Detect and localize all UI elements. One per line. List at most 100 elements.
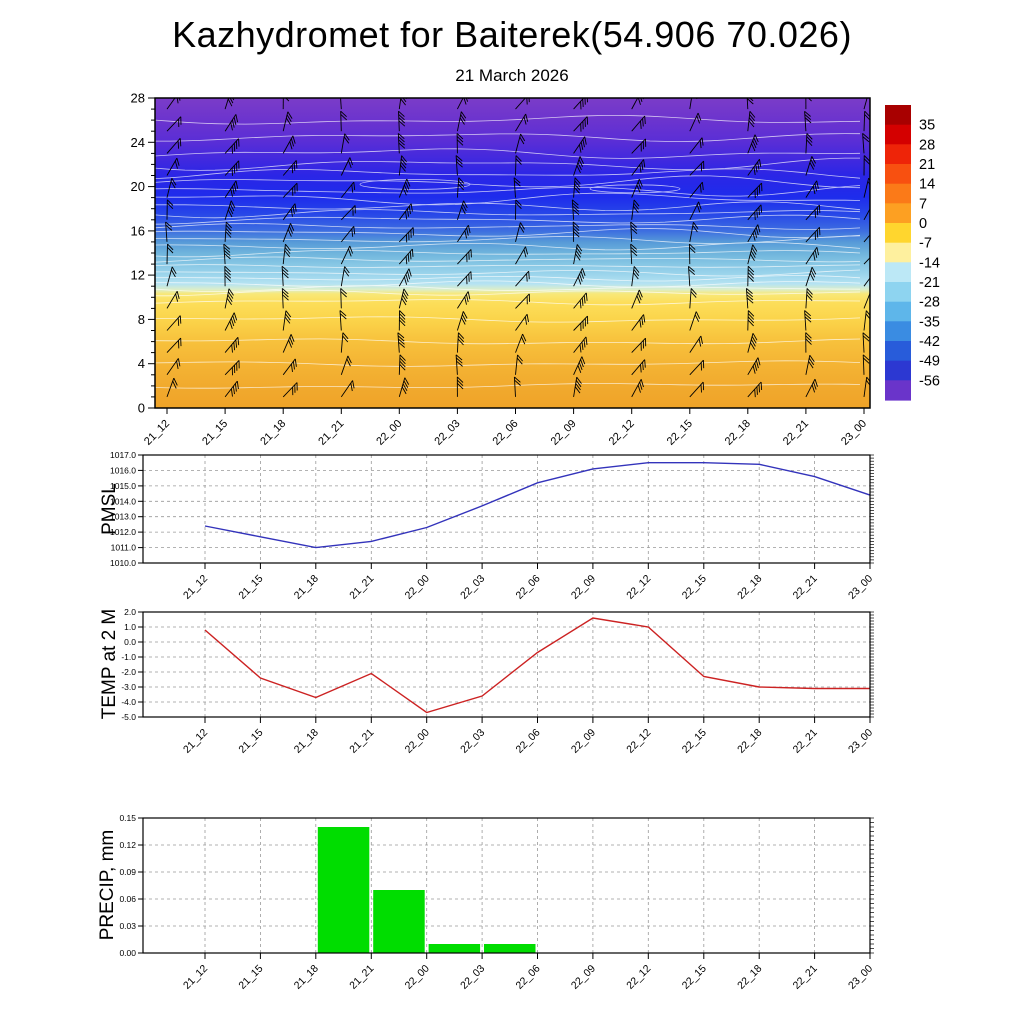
svg-text:1.0: 1.0 (124, 622, 136, 632)
upper-air-chart-svg: 0 4 8 12 16 20 24 28 21_12 21_15 21_18 21_21 22_00 22… (131, 91, 940, 448)
svg-text:22_15: 22_15 (680, 963, 709, 992)
svg-text:1016.0: 1016.0 (110, 465, 136, 475)
svg-text:-28: -28 (919, 295, 940, 311)
svg-text:-2.0: -2.0 (121, 667, 136, 677)
svg-text:16: 16 (131, 223, 145, 238)
svg-text:22_21: 22_21 (791, 963, 820, 992)
svg-text:0.12: 0.12 (119, 840, 136, 850)
svg-text:1017.0: 1017.0 (110, 450, 136, 460)
svg-text:1012.0: 1012.0 (110, 527, 136, 537)
svg-text:22_18: 22_18 (735, 573, 764, 602)
svg-text:0: 0 (919, 216, 927, 232)
svg-text:21_12: 21_12 (142, 418, 172, 448)
svg-text:22_18: 22_18 (723, 418, 753, 448)
svg-text:-4.0: -4.0 (121, 697, 136, 707)
svg-text:0.03: 0.03 (119, 921, 136, 931)
svg-text:21_18: 21_18 (292, 963, 321, 992)
svg-text:22_12: 22_12 (624, 727, 653, 756)
svg-text:22_00: 22_00 (403, 573, 432, 602)
svg-text:1011.0: 1011.0 (111, 543, 137, 553)
svg-text:23_00: 23_00 (846, 573, 875, 602)
svg-text:21_21: 21_21 (347, 727, 376, 756)
svg-text:-56: -56 (919, 373, 940, 389)
svg-text:20: 20 (131, 179, 145, 194)
svg-text:21_12: 21_12 (181, 963, 210, 992)
svg-text:0.09: 0.09 (119, 867, 136, 877)
svg-text:22_21: 22_21 (791, 573, 820, 602)
svg-text:-3.0: -3.0 (121, 682, 136, 692)
svg-text:22_06: 22_06 (513, 727, 542, 756)
svg-text:12: 12 (131, 268, 145, 283)
svg-text:28: 28 (131, 91, 145, 106)
svg-text:22_06: 22_06 (513, 963, 542, 992)
svg-text:0.15: 0.15 (119, 813, 136, 823)
svg-text:21_12: 21_12 (181, 727, 210, 756)
svg-text:22_06: 22_06 (491, 418, 521, 448)
pmsl-chart-svg: 1010.0 1011.0 1012.0 1013.0 1014.0 1015.0 1016… (110, 450, 875, 602)
upper-air-panel: 0 4 8 12 16 20 24 28 21_12 21_15 21_18 21_21 22_00 22… (130, 90, 1024, 475)
svg-text:8: 8 (138, 312, 145, 327)
svg-text:22_03: 22_03 (458, 573, 487, 602)
svg-text:22_21: 22_21 (791, 727, 820, 756)
svg-text:23_00: 23_00 (839, 418, 869, 448)
svg-text:22_00: 22_00 (403, 963, 432, 992)
svg-text:1014.0: 1014.0 (110, 496, 136, 506)
svg-text:22_00: 22_00 (374, 418, 404, 448)
temp-panel: -5.0 -4.0 -3.0 -2.0 -1.0 0.0 1.0 2.0 21_12 21_15 2… (60, 602, 910, 777)
svg-text:0.06: 0.06 (119, 894, 136, 904)
temp-chart-svg: -5.0 -4.0 -3.0 -2.0 -1.0 0.0 1.0 2.0 21_12 21_15 2… (121, 607, 875, 756)
svg-text:2.0: 2.0 (124, 607, 136, 617)
svg-text:21_21: 21_21 (347, 963, 376, 992)
svg-text:28: 28 (919, 137, 935, 153)
svg-text:24: 24 (131, 135, 145, 150)
svg-text:22_03: 22_03 (458, 727, 487, 756)
svg-text:-35: -35 (919, 314, 940, 330)
svg-text:22_09: 22_09 (569, 963, 598, 992)
svg-text:22_03: 22_03 (458, 963, 487, 992)
svg-text:23_00: 23_00 (846, 727, 875, 756)
svg-text:-14: -14 (919, 255, 940, 271)
svg-text:22_15: 22_15 (680, 727, 709, 756)
svg-text:22_15: 22_15 (665, 418, 695, 448)
svg-text:21_15: 21_15 (200, 418, 230, 448)
svg-text:0.0: 0.0 (124, 637, 136, 647)
svg-text:4: 4 (138, 356, 145, 371)
svg-text:22_09: 22_09 (569, 727, 598, 756)
svg-text:21: 21 (919, 157, 935, 173)
date-subtitle: 21 March 2026 (455, 66, 569, 85)
svg-text:22_18: 22_18 (735, 727, 764, 756)
svg-text:1015.0: 1015.0 (110, 481, 136, 491)
svg-text:22_21: 22_21 (781, 418, 811, 448)
svg-text:21_15: 21_15 (236, 727, 265, 756)
precip-panel: 0.00 0.03 0.06 0.09 0.12 0.15 21_12 21_15 21_18 2… (60, 808, 910, 1018)
svg-text:21_18: 21_18 (258, 418, 288, 448)
svg-text:7: 7 (919, 196, 927, 212)
svg-text:0: 0 (138, 401, 145, 416)
svg-text:-1.0: -1.0 (121, 652, 136, 662)
svg-text:22_03: 22_03 (432, 418, 462, 448)
svg-text:22_06: 22_06 (513, 573, 542, 602)
svg-text:22_18: 22_18 (735, 963, 764, 992)
svg-text:22_15: 22_15 (680, 573, 709, 602)
precip-chart-svg: 0.00 0.03 0.06 0.09 0.12 0.15 21_12 21_15 21_18 2… (119, 813, 875, 992)
svg-text:23_00: 23_00 (846, 963, 875, 992)
svg-text:22_09: 22_09 (569, 573, 598, 602)
svg-text:-7: -7 (919, 236, 932, 252)
svg-text:21_18: 21_18 (292, 727, 321, 756)
svg-text:21_15: 21_15 (236, 573, 265, 602)
svg-text:-49: -49 (919, 354, 940, 370)
svg-text:22_12: 22_12 (624, 963, 653, 992)
page-title: Kazhydromet for Baiterek(54.906 70.026) (172, 14, 852, 55)
svg-text:21_12: 21_12 (181, 573, 210, 602)
svg-text:0.00: 0.00 (119, 948, 136, 958)
pmsl-panel: 1010.0 1011.0 1012.0 1013.0 1014.0 1015.0 1016… (60, 445, 910, 620)
svg-text:21_18: 21_18 (292, 573, 321, 602)
svg-text:22_09: 22_09 (549, 418, 579, 448)
svg-text:21_21: 21_21 (347, 573, 376, 602)
svg-text:22_12: 22_12 (624, 573, 653, 602)
svg-text:14: 14 (919, 177, 935, 193)
svg-text:-21: -21 (919, 275, 940, 291)
svg-text:21_15: 21_15 (236, 963, 265, 992)
svg-text:1010.0: 1010.0 (110, 558, 136, 568)
svg-text:35: 35 (919, 118, 935, 134)
